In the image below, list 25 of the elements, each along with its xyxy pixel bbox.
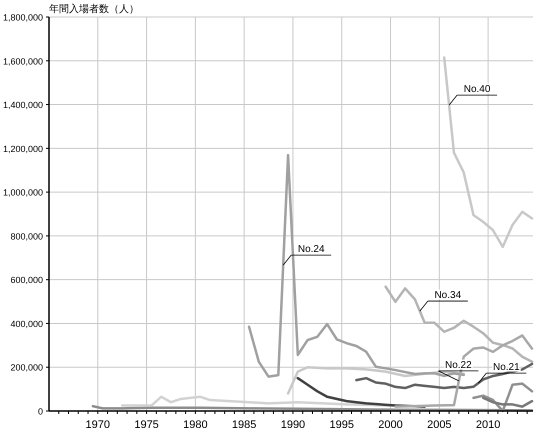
y-tick-label: 600,000 bbox=[10, 275, 43, 286]
x-tick-label: 1995 bbox=[330, 419, 354, 428]
y-tick-label: 400,000 bbox=[10, 318, 43, 329]
x-tick-label: 1970 bbox=[86, 419, 110, 428]
legend-label: No.21 bbox=[493, 362, 520, 374]
x-tick-label: 1990 bbox=[280, 419, 306, 428]
x-tick-label: 2010 bbox=[476, 419, 500, 428]
x-tick-label: 1985 bbox=[232, 419, 256, 428]
y-tick-label: 1,400,000 bbox=[2, 100, 43, 110]
series-label: No.22 bbox=[445, 360, 472, 371]
series-label: No.24 bbox=[298, 244, 325, 256]
series-label: No.34 bbox=[434, 290, 462, 302]
x-tick-label: 1975 bbox=[134, 419, 159, 428]
y-tick-label: 0 bbox=[38, 406, 43, 416]
y-tick-label: 1,600,000 bbox=[2, 56, 43, 66]
series-label: No.40 bbox=[464, 84, 491, 96]
y-tick-label: 1,200,000 bbox=[2, 144, 43, 154]
y-axis-title: 年間入場者数（人） bbox=[49, 3, 139, 15]
x-tick-label: 1980 bbox=[183, 419, 208, 428]
x-tick-label: 2000 bbox=[378, 419, 403, 428]
y-tick-label: 1,800,000 bbox=[2, 12, 43, 22]
y-tick-label: 800,000 bbox=[10, 231, 43, 242]
x-tick-label: 2005 bbox=[427, 419, 452, 428]
y-tick-label: 200,000 bbox=[10, 362, 43, 373]
y-tick-label: 1,000,000 bbox=[2, 188, 43, 198]
